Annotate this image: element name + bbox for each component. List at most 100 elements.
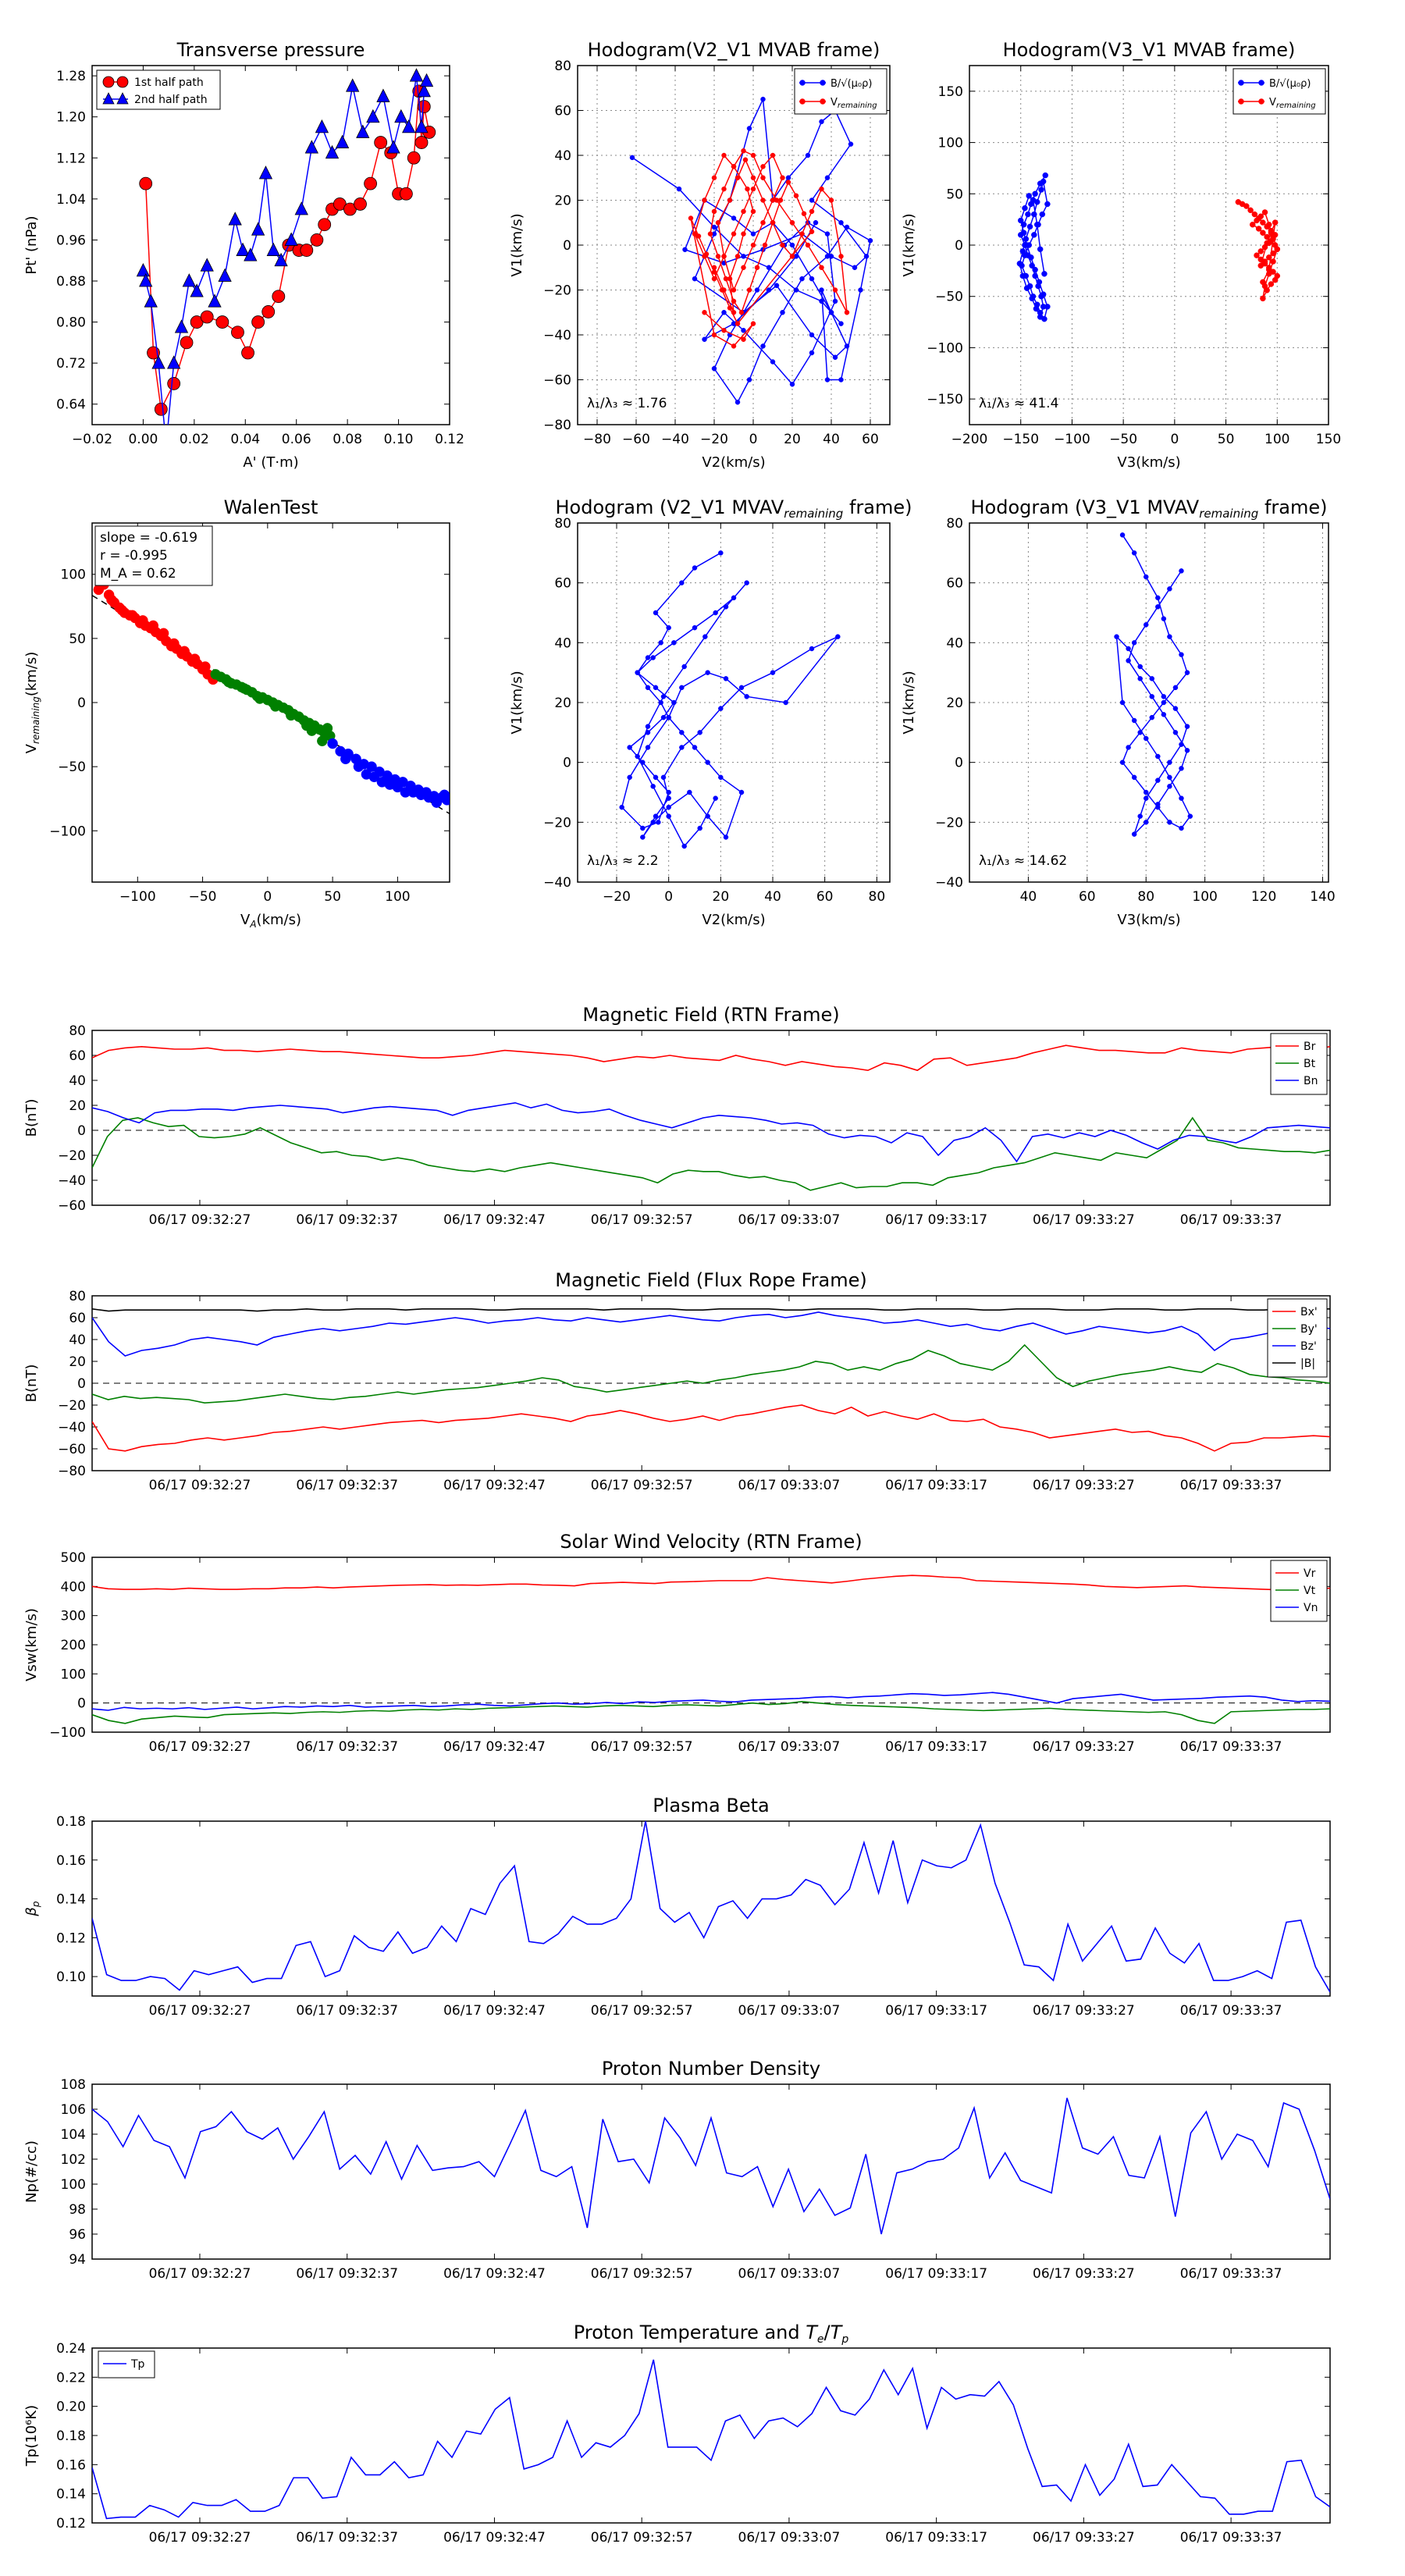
data-point <box>407 151 421 165</box>
y-axis-label: Pt' (nPa) <box>23 215 40 274</box>
legend-label: B/√(μ₀ρ) <box>831 78 872 90</box>
legend-label: Tp <box>130 2358 145 2371</box>
data-point <box>1184 724 1190 729</box>
data-point <box>241 346 254 360</box>
data-point <box>327 738 338 749</box>
y-tick-label: 500 <box>61 1550 86 1566</box>
data-point <box>750 175 756 180</box>
y-tick-label: 20 <box>946 696 963 711</box>
data-point <box>1143 795 1149 801</box>
data-point <box>409 68 424 82</box>
data-point <box>1114 634 1119 639</box>
x-tick-label: −150 <box>1002 432 1039 447</box>
legend-label: Vt <box>1304 1585 1316 1597</box>
x-tick-label: 40 <box>1020 889 1037 905</box>
chart-hodogram-v2v1-mvab: −80 −60 −40 −20 0 20 40 60 −80 −60 −40 −20 0 20 40 60 80… <box>509 39 891 471</box>
data-point <box>650 655 656 660</box>
x-tick-label: 06/17 09:33:07 <box>738 2530 841 2546</box>
data-point <box>640 825 646 831</box>
x-tick-label: −40 <box>661 432 689 447</box>
data-point <box>640 834 646 840</box>
y-tick-label: 94 <box>69 2252 86 2268</box>
data-point <box>1179 825 1184 831</box>
series-line-vt <box>92 1700 1330 1724</box>
data-point <box>731 595 737 601</box>
data-point <box>828 197 834 203</box>
series-line-np <box>92 2097 1330 2235</box>
data-point <box>1167 774 1172 781</box>
data-point <box>682 247 688 252</box>
data-point <box>318 218 332 232</box>
data-point <box>721 328 727 333</box>
data-point <box>844 224 850 230</box>
data-point <box>679 730 685 735</box>
data-point <box>679 685 685 691</box>
y-axis-label: V1(km/s) <box>509 671 525 734</box>
data-point <box>1260 295 1266 302</box>
y-tick-label: 0 <box>77 1123 86 1139</box>
x-tick-label: 06/17 09:33:27 <box>1033 1478 1135 1493</box>
x-tick-label: 120 <box>1251 889 1276 905</box>
y-tick-label: 1.28 <box>56 69 86 84</box>
data-point <box>1022 252 1028 258</box>
data-point <box>1179 742 1184 747</box>
data-point <box>742 157 749 162</box>
chart-solar-wind-velocity: 06/17 09:32:27 06/17 09:32:37 06/17 09:32:… <box>23 1531 1331 1755</box>
data-point <box>838 254 844 259</box>
data-point <box>832 298 838 304</box>
y-axis-label: Np(#/cc) <box>23 2140 40 2203</box>
data-point <box>735 321 741 326</box>
data-point <box>731 164 737 169</box>
data-point <box>1161 712 1167 717</box>
x-tick-label: 06/17 09:33:17 <box>885 1478 987 1493</box>
data-point <box>189 653 201 664</box>
x-tick-label: 06/17 09:33:37 <box>1180 1478 1282 1493</box>
legend-label: 2nd half path <box>134 94 208 106</box>
series-line-vn <box>92 1692 1330 1711</box>
plot-area <box>1114 532 1193 837</box>
data-point <box>1155 604 1161 610</box>
plot-frame <box>91 2083 1331 2260</box>
x-tick-label: 06/17 09:32:27 <box>149 2003 251 2019</box>
data-point <box>364 176 377 190</box>
data-point <box>809 229 815 234</box>
y-tick-label: 0.20 <box>56 2400 86 2415</box>
data-point <box>1119 699 1126 706</box>
y-tick-label: 0.14 <box>56 1892 86 1908</box>
data-point <box>1119 532 1126 538</box>
data-point <box>1179 766 1184 771</box>
legend-label: Br <box>1304 1041 1316 1053</box>
data-point <box>727 305 733 311</box>
data-point <box>139 176 153 190</box>
data-point <box>270 701 281 712</box>
chart-walen-test: −100 −50 0 50 100 −100 −50 0 50 100 WalenTest VA(km… <box>23 496 450 930</box>
y-tick-label: −150 <box>927 392 963 407</box>
data-point <box>688 215 694 221</box>
y-axis-label: Vsw(km/s) <box>23 1608 40 1681</box>
series-line-bn <box>92 1101 1330 1163</box>
x-tick-label: 06/17 09:33:17 <box>885 2266 987 2282</box>
y-tick-label: 0.24 <box>56 2341 86 2357</box>
data-point <box>635 670 640 675</box>
y-axis-label: B(nT) <box>23 1364 40 1403</box>
x-axis-label: V3(km/s) <box>1117 912 1180 928</box>
data-point <box>399 187 413 201</box>
y-axis-label: B(nT) <box>23 1099 40 1137</box>
data-point <box>1119 760 1126 765</box>
data-point <box>819 298 824 304</box>
data-point <box>200 258 214 272</box>
data-point <box>718 774 724 781</box>
data-point <box>1037 246 1044 253</box>
x-tick-label: 06/17 09:33:07 <box>738 2003 841 2019</box>
data-point <box>645 685 651 691</box>
data-point <box>805 152 811 158</box>
data-point <box>770 152 776 158</box>
data-point <box>711 224 717 230</box>
data-point <box>681 843 687 849</box>
legend-box <box>98 2350 155 2379</box>
y-tick-label: 80 <box>554 516 571 532</box>
data-point <box>1028 254 1034 261</box>
data-point <box>174 319 189 333</box>
data-point <box>645 655 651 660</box>
x-tick-label: 06/17 09:32:57 <box>591 2003 693 2019</box>
